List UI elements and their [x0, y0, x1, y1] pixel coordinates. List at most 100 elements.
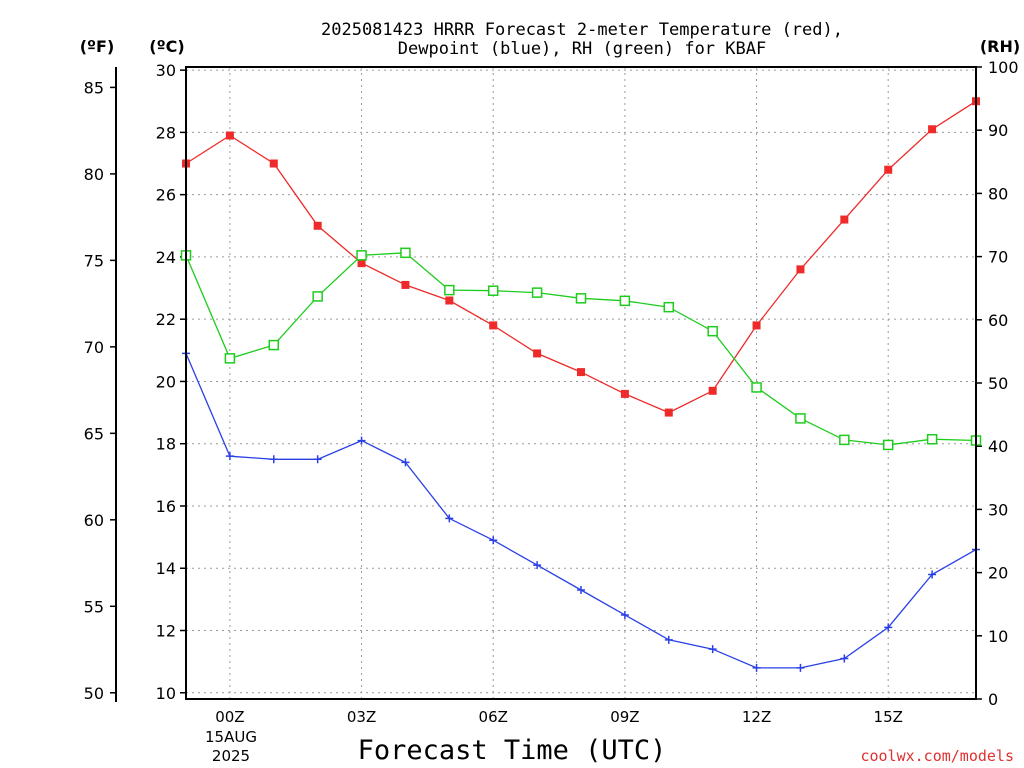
x-tick-label: 15Z [874, 708, 903, 726]
data-point [664, 635, 673, 644]
data-point [444, 284, 455, 296]
celsius-axis: 10 12 14 16 18 20 22 24 26 28 30 [156, 61, 186, 703]
fahrenheit-tick-label: 70 [84, 338, 104, 357]
data-point [751, 382, 762, 393]
data-point [400, 247, 411, 259]
data-point [224, 353, 236, 364]
plot-frame [185, 66, 977, 700]
data-point [489, 321, 498, 330]
celsius-axis-label: (ºC) [149, 37, 184, 56]
fahrenheit-tick-label: 55 [84, 597, 104, 616]
fahrenheit-tick-label: 50 [84, 684, 104, 703]
celsius-tick-label: 26 [156, 186, 176, 205]
data-point [577, 586, 585, 595]
data-point [225, 131, 234, 140]
celsius-tick-label: 18 [156, 435, 176, 454]
data-point [225, 452, 234, 461]
fahrenheit-tick-label: 60 [84, 511, 104, 530]
series-line [185, 100, 977, 414]
fahrenheit-tick-label: 80 [84, 165, 104, 184]
data-point [313, 221, 322, 230]
celsius-tick-label: 22 [156, 310, 176, 329]
celsius-tick-label: 12 [156, 622, 176, 641]
x-tick-label: 00Z [215, 708, 244, 726]
series-line [185, 252, 977, 446]
data-point [487, 285, 499, 296]
fahrenheit-axis-label: (ºF) [80, 37, 115, 56]
fahrenheit-tick-label: 65 [84, 424, 104, 443]
data-point [752, 663, 761, 672]
x-tick-label: 06Z [479, 708, 508, 726]
rh-tick-label: 40 [988, 437, 1008, 456]
x-axis: 00Z 03Z 06Z 09Z 12Z 15Z [215, 708, 903, 726]
data-point [708, 386, 717, 395]
data-point [839, 434, 850, 446]
data-point [664, 408, 673, 417]
rh-tick-label: 30 [988, 500, 1008, 519]
data-point [840, 215, 849, 224]
chart-title: 2025081423 HRRR Forecast 2-meter Tempera… [321, 20, 843, 40]
data-point [795, 413, 806, 424]
x-tick-label: 09Z [610, 708, 639, 726]
rh-tick-label: 20 [988, 564, 1008, 583]
data-point [357, 259, 366, 268]
rh-tick-label: 10 [988, 627, 1008, 646]
data-point [928, 570, 937, 579]
data-point [926, 433, 938, 445]
x-tick-label: 12Z [742, 708, 771, 726]
chart-subtitle: Dewpoint (blue), RH (green) for KBAF [398, 39, 766, 59]
data-point [663, 301, 675, 313]
series-line [185, 353, 977, 669]
data-point [796, 663, 805, 672]
data-point [884, 165, 893, 174]
x-date-label-year: 2025 [212, 747, 250, 765]
data-point [575, 293, 587, 304]
rh-tick-label: 90 [988, 121, 1008, 140]
rh-tick-label: 70 [988, 248, 1008, 267]
x-tick-label: 03Z [347, 708, 376, 726]
fahrenheit-axis: 50 55 60 65 70 75 80 85 [84, 67, 117, 703]
rh-tick-label: 0 [988, 690, 998, 709]
celsius-tick-label: 14 [156, 559, 176, 578]
rh-tick-label: 60 [988, 311, 1008, 330]
data-point [882, 439, 894, 451]
fahrenheit-tick-label: 85 [84, 78, 104, 97]
celsius-tick-label: 24 [156, 248, 176, 267]
data-point [269, 455, 278, 464]
data-point [533, 349, 542, 358]
celsius-tick-label: 16 [156, 497, 176, 516]
data-point [620, 610, 629, 619]
data-point [708, 645, 717, 654]
data-point [531, 287, 543, 298]
series-2 [182, 349, 980, 672]
series-layer [180, 97, 982, 672]
series-3 [180, 247, 982, 451]
data-point [268, 339, 280, 351]
data-point [752, 321, 761, 330]
rh-tick-label: 50 [988, 374, 1008, 393]
celsius-tick-label: 20 [156, 372, 176, 391]
data-point [269, 159, 278, 168]
data-point [533, 561, 542, 570]
rh-axis-label: (RH) [980, 37, 1020, 56]
data-point [884, 623, 893, 632]
data-point [840, 654, 849, 663]
rh-tick-label: 80 [988, 184, 1008, 203]
grid [186, 67, 976, 699]
data-point [312, 291, 323, 302]
fahrenheit-tick-label: 75 [84, 251, 104, 270]
data-point [401, 280, 410, 289]
celsius-tick-label: 10 [156, 684, 176, 703]
data-point [796, 265, 805, 274]
data-point [445, 296, 454, 305]
credit-link[interactable]: coolwx.com/models [860, 747, 1014, 765]
data-point [619, 295, 631, 307]
data-point [707, 325, 718, 337]
data-point [356, 250, 367, 261]
data-point [620, 389, 629, 398]
rh-axis: 0 10 20 30 40 50 60 70 80 90 100 [976, 58, 1019, 709]
data-point [313, 455, 322, 464]
data-point [489, 536, 498, 545]
data-point [577, 368, 585, 377]
